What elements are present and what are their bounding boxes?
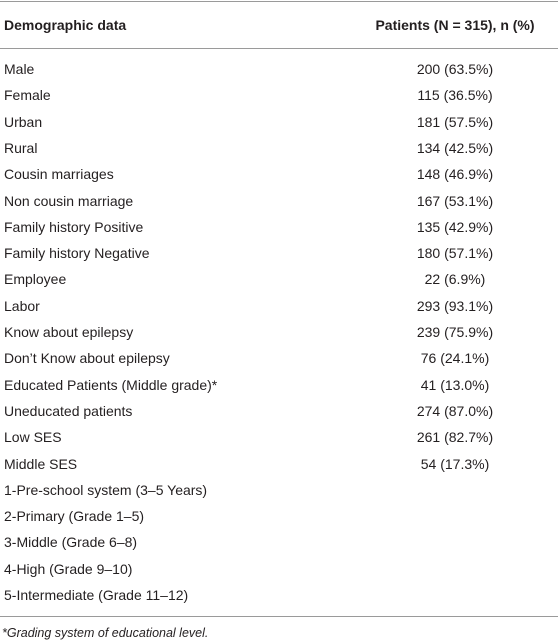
row-value: 200 (63.5%) (416, 61, 494, 77)
row-label: Rural (4, 139, 38, 156)
row-value: 115 (36.5%) (417, 87, 493, 104)
row-label: Don’t Know about epilepsy (4, 350, 170, 367)
top-rule (0, 1, 558, 2)
row-value: 293 (93.1%) (416, 297, 494, 314)
row-label: 4-High (Grade 9–10) (4, 560, 133, 577)
row-value: 239 (75.9%) (416, 324, 494, 340)
row-label: 3-Middle (Grade 6–8) (4, 534, 138, 551)
row-label: Middle SES (4, 455, 78, 472)
header-cell: Demographic data (4, 17, 127, 33)
row-label: 2-Primary (Grade 1–5) (4, 508, 145, 525)
bottom-rule (0, 616, 558, 618)
row-label: Employee (4, 271, 67, 288)
row-label: Educated Patients (Middle grade)* (4, 376, 218, 393)
row-value: 274 (87.0%) (416, 402, 494, 419)
row-label: 5-Intermediate (Grade 11–12) (4, 587, 189, 603)
row-value: 261 (82.7%) (416, 429, 494, 446)
footnote: *Grading system of educational level. (2, 626, 209, 641)
row-label: Female (4, 87, 51, 104)
row-label: Male (4, 61, 35, 77)
header-rule (0, 48, 558, 49)
row-label: Family history Negative (4, 245, 150, 262)
row-label: Family history Positive (4, 218, 144, 235)
header-cell: Patients (N = 315), n (%) (375, 17, 535, 33)
row-value: 181 (57.5%) (416, 113, 494, 130)
row-label: Cousin marriages (4, 166, 114, 183)
row-value: 76 (24.1%) (420, 350, 490, 367)
row-label: Urban (4, 113, 43, 130)
row-value: 167 (53.1%) (416, 192, 494, 209)
row-label: Labor (4, 297, 40, 314)
row-value: 134 (42.5%) (416, 139, 494, 156)
row-label: Uneducated patients (4, 402, 133, 419)
row-value: 41 (13.0%) (420, 376, 490, 393)
row-value: 135 (42.9%) (416, 218, 494, 235)
row-value: 54 (17.3%) (420, 455, 490, 472)
row-label: Know about epilepsy (4, 324, 134, 340)
row-label: Low SES (4, 429, 62, 446)
row-value: 22 (6.9%) (424, 271, 486, 288)
row-label: Non cousin marriage (4, 192, 134, 209)
row-value: 148 (46.9%) (416, 166, 494, 183)
row-value: 180 (57.1%) (416, 245, 494, 262)
row-label: 1-Pre-school system (3–5 Years) (4, 481, 208, 498)
